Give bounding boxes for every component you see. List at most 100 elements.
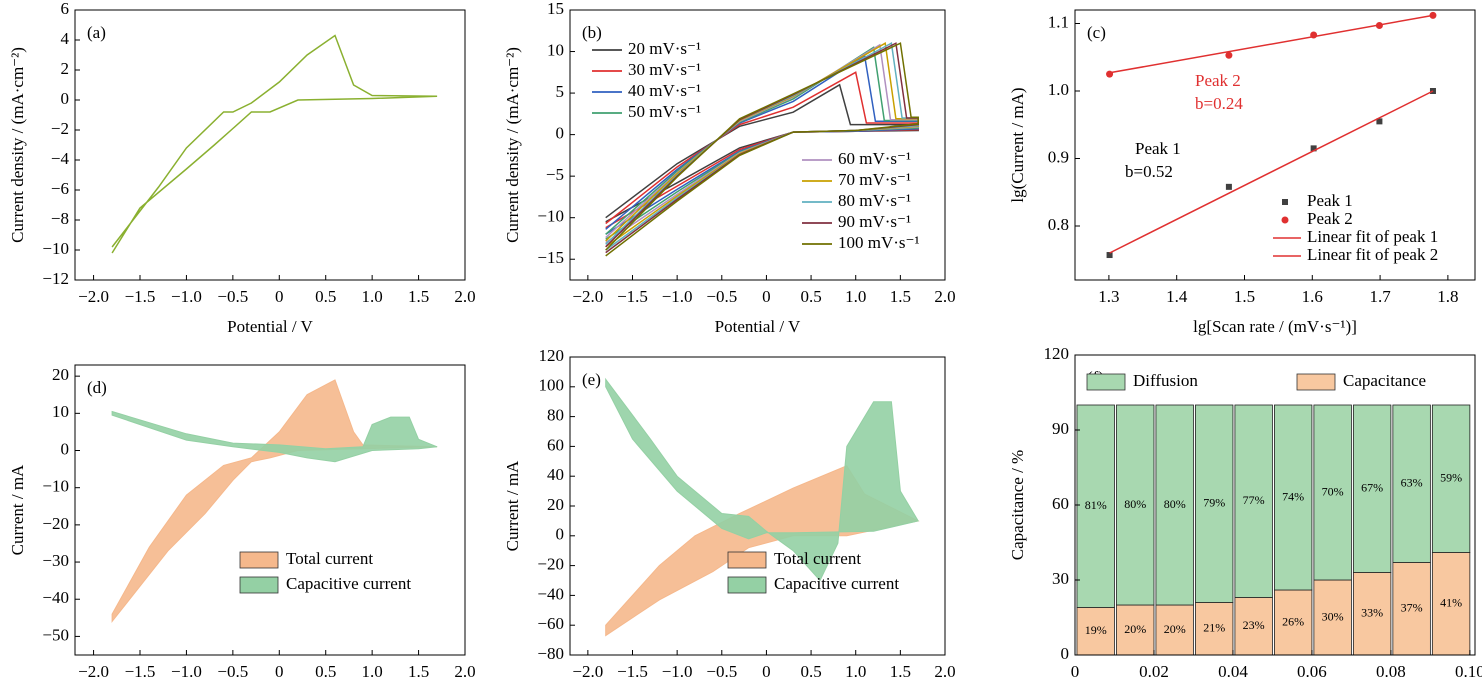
y-tick-label: −10 <box>42 239 69 258</box>
y-tick-label: −60 <box>537 614 564 633</box>
plot-area <box>1076 404 1471 655</box>
y-tick-label: 0 <box>61 439 70 458</box>
axes-frame <box>1074 9 1476 281</box>
y-axis-label: Capacitance / % <box>1008 450 1027 560</box>
y-tick-label: 4 <box>61 29 70 48</box>
y-tick-label: 0 <box>556 124 565 143</box>
plot-area <box>111 379 438 623</box>
legend-label: Diffusion <box>1133 371 1198 390</box>
y-axis-label: Current density / (mA·cm⁻²) <box>503 47 522 243</box>
y-tick-label: 1.0 <box>1048 80 1069 99</box>
y-tick-label: 6 <box>61 0 70 18</box>
legend-label: 50 mV·s⁻¹ <box>628 102 701 121</box>
annotation: b=0.52 <box>1125 162 1173 181</box>
y-tick-label: 90 <box>1052 419 1069 438</box>
bar-value-label: 20% <box>1124 622 1146 636</box>
bar-value-label: 19% <box>1085 623 1107 637</box>
bar-segment <box>1234 597 1273 655</box>
bar-segment <box>1392 562 1431 655</box>
legend-label: 80 mV·s⁻¹ <box>838 191 911 210</box>
legend-label: 20 mV·s⁻¹ <box>628 39 701 58</box>
panel-label: (e) <box>582 370 601 389</box>
bar-segment <box>1195 602 1234 655</box>
x-tick-label: 1.0 <box>845 287 866 306</box>
bar-segment <box>1116 404 1155 606</box>
y-axis-label: Current density / (mA·cm⁻²) <box>8 47 27 243</box>
legend-swatch <box>727 576 767 594</box>
legend-label: Capacitance <box>1343 371 1426 390</box>
axes-frame <box>74 364 466 656</box>
legend-swatch <box>239 576 279 594</box>
panel-label: (c) <box>1087 23 1106 42</box>
y-tick-label: −20 <box>537 555 564 574</box>
x-tick-label: −1.0 <box>171 662 202 681</box>
y-tick-label: −4 <box>51 149 70 168</box>
x-tick-label: 0.04 <box>1218 662 1248 681</box>
x-tick-label: 0.10 <box>1455 662 1482 681</box>
bar-value-label: 81% <box>1085 498 1107 512</box>
legend-label: Capacitive current <box>286 574 411 593</box>
legend-swatch <box>1086 373 1126 391</box>
area <box>605 377 919 582</box>
x-tick-label: 0 <box>275 287 284 306</box>
y-tick-label: −30 <box>42 551 69 570</box>
x-tick-label: −1.5 <box>125 287 156 306</box>
x-tick-label: −1.0 <box>662 662 693 681</box>
y-tick-label: 30 <box>1052 569 1069 588</box>
y-tick-label: −80 <box>537 644 564 663</box>
x-tick-label: −0.5 <box>217 662 248 681</box>
plot-area <box>605 377 920 637</box>
bar-value-label: 59% <box>1440 471 1462 485</box>
legend-label: 40 mV·s⁻¹ <box>628 81 701 100</box>
y-tick-label: −10 <box>537 207 564 226</box>
bar-segment <box>1431 552 1471 655</box>
y-tick-label: 10 <box>52 402 69 421</box>
bar-segment <box>1195 404 1234 603</box>
x-tick-label: 1.5 <box>890 287 911 306</box>
y-tick-label: −40 <box>42 588 69 607</box>
x-tick-label: 1.3 <box>1098 287 1119 306</box>
point <box>1225 51 1233 59</box>
x-tick-label: 1.5 <box>408 287 429 306</box>
bar-segment <box>1431 404 1471 553</box>
x-tick-label: 0.5 <box>315 662 336 681</box>
x-tick-label: 2.0 <box>934 662 955 681</box>
y-tick-label: 0.8 <box>1048 215 1069 234</box>
bar-value-label: 77% <box>1243 493 1265 507</box>
y-axis-label: Current / mA <box>503 460 522 551</box>
fit-line <box>1109 90 1434 254</box>
area <box>111 410 438 463</box>
legend-swatch <box>1296 373 1336 391</box>
x-tick-label: −0.5 <box>706 287 737 306</box>
y-tick-label: 0 <box>556 525 565 544</box>
y-tick-label: 0 <box>1061 644 1070 663</box>
x-axis-label: Potential / V <box>715 317 801 336</box>
y-tick-label: −8 <box>51 209 69 228</box>
bar-segment <box>1352 404 1392 573</box>
bar-value-label: 26% <box>1282 614 1304 628</box>
y-tick-label: 60 <box>1052 494 1069 513</box>
bar-value-label: 23% <box>1243 618 1265 632</box>
bar-segment <box>1313 579 1352 655</box>
plot-area <box>605 41 919 257</box>
x-tick-label: −1.0 <box>171 287 202 306</box>
point <box>1376 118 1383 125</box>
legend-label: 100 mV·s⁻¹ <box>838 233 920 252</box>
y-tick-label: −10 <box>42 477 69 496</box>
bar-value-label: 33% <box>1361 606 1383 620</box>
bar-segment <box>1076 607 1115 655</box>
x-tick-label: 0 <box>762 662 771 681</box>
legend-label: 60 mV·s⁻¹ <box>838 149 911 168</box>
y-tick-label: −5 <box>546 165 564 184</box>
bar-segment <box>1392 404 1431 563</box>
x-tick-label: 1.5 <box>890 662 911 681</box>
x-axis-label: Potential / V <box>227 317 313 336</box>
x-tick-label: −1.5 <box>125 662 156 681</box>
x-tick-label: 1.0 <box>845 662 866 681</box>
x-tick-label: 1.6 <box>1302 287 1323 306</box>
bar-segment <box>1352 572 1392 655</box>
x-tick-label: 1.0 <box>362 662 383 681</box>
bar-segment <box>1313 404 1352 581</box>
x-tick-label: −0.5 <box>706 662 737 681</box>
bar-value-label: 80% <box>1164 497 1186 511</box>
